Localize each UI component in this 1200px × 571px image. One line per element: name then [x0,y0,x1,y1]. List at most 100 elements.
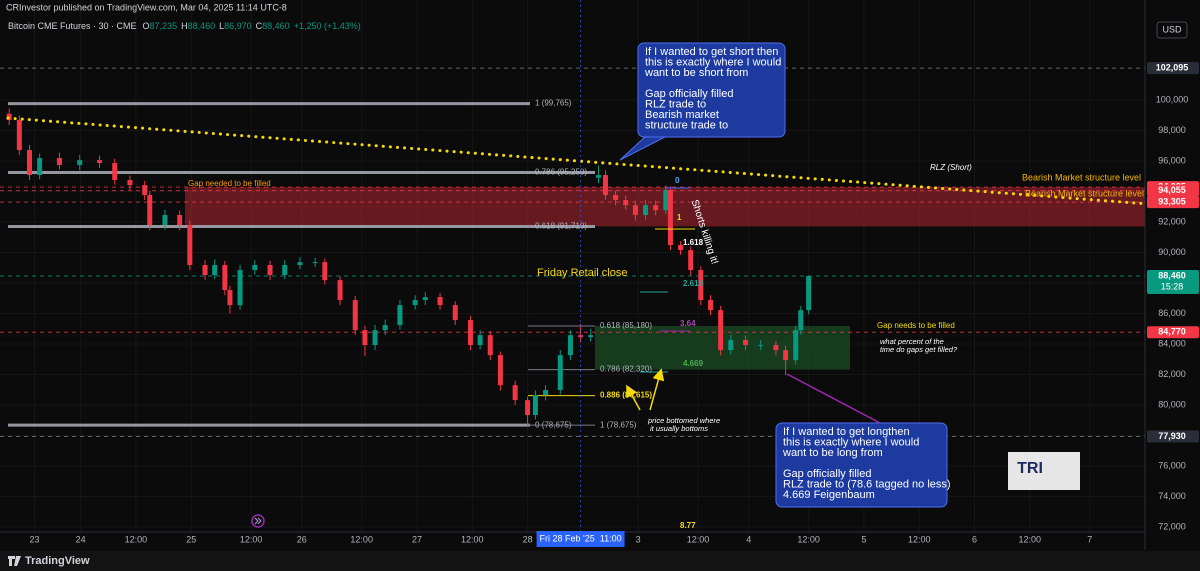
candle-body [37,157,43,176]
candle-body [487,335,493,356]
fib-label: 0.786 (82,320) [600,365,652,374]
extension-label: 2.618 [683,279,704,288]
x-tick-label: 5 [861,534,866,544]
extension-label: 1.618 [683,238,704,247]
callout-text: structure trade to [645,119,728,131]
candle-body [337,280,343,301]
candle-body [688,250,694,271]
price-label: 93,305 [1158,196,1186,206]
x-tick-label: 4 [746,534,751,544]
candle-body [532,395,538,416]
x-tick-label: 26 [297,534,307,544]
extension-label: 4.669 [683,359,704,368]
x-tick-label: 12:00 [908,534,931,544]
x-tick-label: 27 [412,534,422,544]
candle-body [382,325,388,331]
y-tick-label: 80,000 [1158,399,1186,409]
publisher: CRInvestor published on TradingView.com,… [6,2,287,12]
candle-body [6,113,12,121]
candle-body [112,163,118,181]
footer-bar [0,551,1200,571]
y-tick-label: 90,000 [1158,247,1186,257]
candle-body [467,320,473,346]
currency-button[interactable] [1156,21,1188,39]
legend-value: 87,235 [150,21,178,31]
annotation: time do gaps get filled? [880,345,958,354]
x-tick-label: 28 [523,534,533,544]
price-label-box [1147,196,1199,209]
y-tick-label: 98,000 [1158,125,1186,135]
candle-body [202,265,208,276]
extension-label: 0 [675,176,680,185]
callout-text: want to be long from [782,447,883,459]
candle-body [56,157,62,165]
candle-body [557,355,563,391]
zone-label: Gap needed to be filled [188,179,271,188]
x-tick-label: 12:00 [1019,534,1042,544]
candle-body [127,180,133,186]
y-tick-label: 86,000 [1158,308,1186,318]
y-tick-label: 100,000 [1156,94,1189,104]
callout-text: want to be short from [644,67,748,79]
candle-body [177,215,183,226]
price-label: 102,095 [1156,62,1189,72]
currency[interactable]: USD [1162,24,1182,34]
callout-box [637,42,786,138]
candle-body [602,175,608,196]
x-tick-label: 12:00 [687,534,710,544]
candle-body [372,330,378,346]
y-tick-label: 92,000 [1158,216,1186,226]
candle-body [653,205,659,211]
legend-key: L [219,21,224,31]
extension-label: 1 [677,213,682,222]
fib-label: 0.886 (80,615) [600,391,652,400]
candle-body [162,215,168,226]
x-tick-label: 12:00 [797,534,820,544]
annotation: Bearish Market structure level [1022,172,1141,182]
x-tick-label: 3 [636,534,641,544]
fib-label: 1 (99,765) [535,99,572,108]
price-label: 77,930 [1158,431,1186,441]
zone-label: Gap needs to be filled [877,321,955,330]
price-label-box [1147,62,1199,75]
x-tick-label: 12:00 [125,534,148,544]
x-tick-label: 12:00 [461,534,484,544]
candle-body [806,275,812,311]
replay-icon[interactable] [251,514,265,528]
footer-text: TradingView [25,555,90,567]
candle-body [412,300,418,306]
annotation: it usually bottoms [650,424,708,433]
rlz-line [6,116,1147,206]
legend-change: +1,250 (+1.43%) [294,21,361,31]
candle-body [613,195,619,201]
candle-body [16,120,22,151]
candle-body [623,200,629,206]
y-tick-label: 96,000 [1158,155,1186,165]
y-tick-label: 72,000 [1158,521,1186,531]
fib-label: 0.618 (91,710) [535,222,587,231]
candle-body [352,300,358,331]
candle-body [707,300,713,311]
x-tick-label: 24 [76,534,86,544]
x-tick-label: 7 [1087,534,1092,544]
candle-body [773,345,779,351]
legend-key: H [181,21,188,31]
price-label-box [1147,430,1199,443]
candle-body [758,345,764,347]
replay-icon-arrow [254,517,262,525]
candle-body [222,265,228,291]
arrow [649,368,665,411]
legend: Bitcoin CME Futures · 30 · CME O87,235 H88… [8,21,361,31]
price-label: 84,770 [1158,327,1186,337]
candle-body [422,297,428,301]
candle-body [667,190,673,246]
extension-label: 3.64 [680,319,696,328]
legend-value: 88,460 [262,21,290,31]
candle-body [282,265,288,276]
plot-area: Gap needed to be filled Gap needs to be f… [0,0,1147,532]
legend-key: O [143,21,150,31]
candle-body [632,205,638,216]
candle-body [252,265,258,271]
callout-pointer [619,136,666,161]
